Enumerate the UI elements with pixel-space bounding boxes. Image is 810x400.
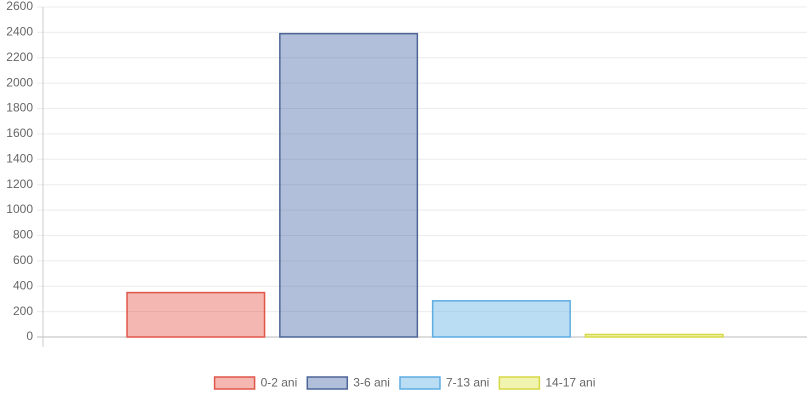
y-tick-label: 1800 xyxy=(6,101,33,115)
bar xyxy=(279,32,419,338)
bar xyxy=(431,300,571,338)
y-tick-label: 1400 xyxy=(6,151,33,165)
y-tick-label: 0 xyxy=(26,329,33,343)
bar xyxy=(126,291,266,338)
bar xyxy=(584,333,724,338)
legend-swatch xyxy=(213,376,256,390)
y-tick-label: 2000 xyxy=(6,75,33,89)
y-tick-label: 2200 xyxy=(6,50,33,64)
y-tick-label: 2600 xyxy=(6,0,33,13)
y-tick-label: 600 xyxy=(13,253,33,267)
y-tick-label: 400 xyxy=(13,278,33,292)
y-tick-label: 1200 xyxy=(6,177,33,191)
legend-swatch xyxy=(498,376,541,390)
legend-swatch xyxy=(399,376,441,390)
legend-label: 0-2 ani xyxy=(261,376,298,390)
y-tick-label: 1000 xyxy=(6,202,33,216)
legend-swatch xyxy=(306,376,349,390)
legend-label: 14-17 ani xyxy=(545,376,595,390)
legend-label: 7-13 ani xyxy=(446,376,489,390)
legend-label: 3-6 ani xyxy=(353,376,390,390)
y-tick-label: 200 xyxy=(13,304,33,318)
y-tick-label: 800 xyxy=(13,228,33,242)
y-tick-label: 1600 xyxy=(6,126,33,140)
y-tick-label: 2400 xyxy=(6,25,33,39)
